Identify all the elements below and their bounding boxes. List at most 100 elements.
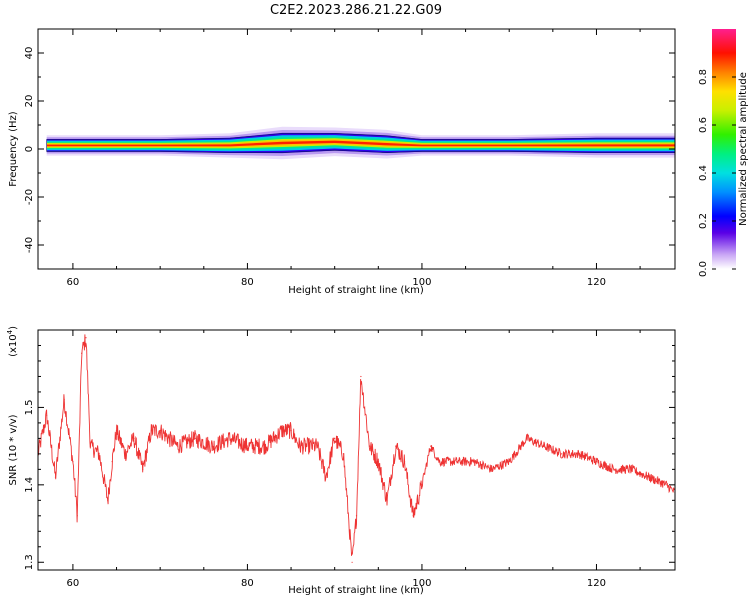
snr-xlabel: Height of straight line (km) — [288, 585, 424, 596]
snr-point — [81, 352, 83, 354]
snr-panel: 60 80 100 120 1.3 1.4 1.5 Height of straight … — [6, 326, 676, 596]
snr-point — [412, 515, 414, 517]
snr-point — [63, 399, 65, 401]
spectrogram-ylabel: Frequency (Hz) — [8, 111, 19, 187]
spectrogram-ytick-label: -40 — [24, 237, 35, 253]
snr-point — [630, 468, 633, 470]
snr-point — [211, 445, 214, 447]
snr-point — [246, 445, 248, 447]
spectrogram-y-ticks: -40 -20 0 20 40 — [24, 47, 675, 253]
spectrogram-xtick-label: 80 — [241, 277, 254, 288]
snr-point — [377, 461, 379, 463]
colorbar-tick-label: 0.2 — [698, 213, 709, 229]
snr-y-ticks: 1.3 1.4 1.5 — [24, 344, 675, 570]
snr-point — [351, 561, 353, 563]
snr-point — [360, 375, 362, 378]
snr-point — [72, 461, 74, 463]
colorbar: 0.0 0.2 0.4 0.6 0.8 Normalized spectral ampl… — [698, 29, 749, 277]
snr-point — [299, 445, 301, 447]
snr-point — [150, 430, 152, 432]
snr-point — [561, 453, 563, 455]
snr-point — [578, 453, 580, 455]
snr-xtick-label: 120 — [587, 578, 606, 589]
snr-point — [456, 461, 458, 463]
snr-point — [124, 453, 126, 455]
snr-point — [508, 461, 510, 463]
snr-point — [229, 437, 231, 439]
spectrogram-ytick-label: 20 — [24, 95, 35, 108]
snr-point — [491, 468, 493, 470]
snr-point — [264, 445, 266, 447]
snr-point — [142, 468, 144, 470]
snr-point — [85, 337, 87, 339]
colorbar-tick-label: 0.8 — [698, 69, 709, 85]
svg-text:(x104): (x104) — [6, 326, 19, 357]
snr-frame — [37, 329, 676, 571]
snr-xtick-label: 80 — [241, 578, 254, 589]
snr-ytick-label: 1.4 — [24, 477, 35, 493]
spectrogram-xtick-label: 100 — [412, 277, 431, 288]
snr-point — [98, 453, 100, 455]
snr-point — [369, 445, 371, 447]
snr-point — [54, 476, 57, 478]
colorbar-gradient — [712, 29, 736, 269]
spectrogram-ytick-label: -20 — [24, 189, 35, 205]
snr-point — [334, 437, 336, 439]
snr-ylabel: SNR (10 * v/v) — [8, 414, 19, 485]
snr-point — [133, 437, 135, 439]
snr-multiplier: (x104) — [6, 326, 19, 357]
colorbar-ticks: 0.0 0.2 0.4 0.6 0.8 — [698, 69, 736, 277]
spectrogram-xtick-label: 60 — [67, 277, 80, 288]
snr-point — [403, 461, 406, 463]
snr-point — [526, 437, 528, 439]
snr-ytick-label: 1.3 — [24, 554, 35, 570]
snr-point — [316, 445, 318, 447]
spectrogram-panel: 60 80 100 120 -40 -20 0 20 40 Height of straigh… — [8, 28, 676, 296]
colorbar-tick-label: 0.0 — [698, 261, 709, 277]
snr-point — [290, 430, 292, 432]
snr-point — [281, 430, 283, 432]
snr-point — [194, 437, 196, 439]
snr-point — [115, 430, 118, 432]
snr-x-ticks: 60 80 100 120 — [67, 330, 641, 589]
snr-point — [325, 476, 327, 478]
spectrogram-ytick-label: 0 — [24, 146, 35, 152]
snr-multiplier-close: ) — [8, 326, 19, 330]
spectrogram-ytick-label: 40 — [24, 47, 35, 60]
snr-multiplier-base: (x10 — [8, 334, 19, 357]
spectrogram-xlabel: Height of straight line (km) — [288, 285, 424, 296]
snr-xtick-label: 60 — [67, 578, 80, 589]
colorbar-tick-label: 0.4 — [698, 165, 709, 181]
snr-point — [177, 445, 179, 447]
snr-point — [355, 515, 358, 517]
snr-point — [342, 453, 344, 455]
colorbar-tick-label: 0.6 — [698, 117, 709, 133]
snr-point — [76, 515, 78, 517]
snr-plot-area — [38, 334, 675, 563]
snr-xtick-label: 100 — [412, 578, 431, 589]
snr-point — [648, 476, 650, 478]
snr-point — [665, 484, 667, 486]
snr-point — [430, 445, 432, 447]
snr-point — [595, 461, 598, 463]
snr-point — [107, 499, 109, 501]
snr-point — [46, 414, 48, 416]
snr-point — [438, 461, 440, 463]
snr-point — [111, 461, 113, 463]
spectrogram-x-ticks: 60 80 100 120 — [67, 29, 641, 288]
snr-point — [613, 468, 615, 470]
snr-point — [421, 484, 423, 486]
ridge-outline — [46, 133, 675, 153]
spectrogram-xtick-label: 120 — [587, 277, 606, 288]
snr-ytick-label: 1.5 — [24, 399, 35, 415]
snr-point — [543, 445, 545, 447]
snr-point — [89, 445, 91, 447]
snr-point — [395, 445, 397, 447]
snr-series-line — [38, 334, 675, 556]
spectrogram-plot-area — [46, 126, 675, 160]
snr-point — [473, 461, 475, 463]
snr-point — [159, 430, 161, 432]
figure-title: C2E2.2023.286.21.22.G09 — [270, 3, 442, 18]
snr-multiplier-exponent: 4 — [6, 329, 14, 334]
colorbar-label: Normalized spectral amplitude — [738, 72, 749, 226]
